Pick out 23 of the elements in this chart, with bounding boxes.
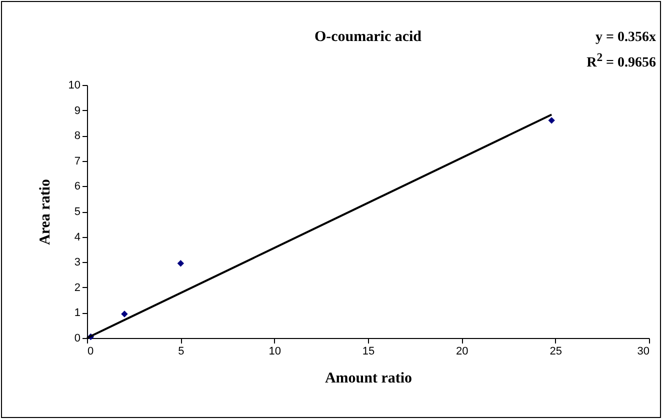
chart-title: O-coumaric acid	[314, 29, 422, 45]
y-tick-label: 4	[74, 231, 80, 244]
y-tick-label: 9	[74, 104, 80, 117]
y-axis-title: Area ratio	[37, 179, 54, 245]
x-tick-label: 5	[178, 346, 184, 358]
y-tick-label: 1	[74, 307, 80, 320]
y-tick-label: 10	[68, 80, 80, 92]
x-tick-label: 20	[456, 346, 468, 358]
y-tick-label: 3	[74, 256, 80, 269]
x-tick-label: 0	[88, 346, 94, 358]
text: R$^{2}$ = 0.9656	[586, 50, 656, 73]
x-tick-label: 10	[268, 346, 281, 358]
x-axis-title: Amount ratio	[324, 370, 412, 386]
x-tick-label: 15	[362, 346, 375, 358]
x-tick-label: 25	[550, 346, 562, 358]
y-tick-label: 6	[74, 180, 80, 193]
text: y = 0.356x	[594, 29, 656, 47]
y-tick-label: 0	[74, 332, 80, 344]
y-tick-label: 7	[74, 155, 80, 168]
x-tick-label: 30	[637, 346, 650, 358]
y-tick-label: 2	[74, 282, 80, 294]
y-tick-label: 5	[74, 206, 80, 218]
y-tick-label: 8	[74, 130, 80, 142]
